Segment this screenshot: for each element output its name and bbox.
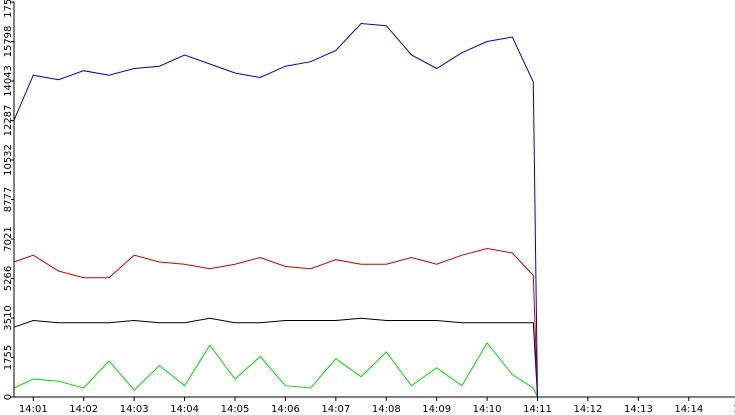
x-tick-label: 14:10 xyxy=(473,404,502,415)
series-line-1 xyxy=(13,22,538,398)
x-tick-label: 14:09 xyxy=(422,404,451,415)
x-tick-label: 14:05 xyxy=(221,404,250,415)
x-tick-label: 14:13 xyxy=(624,404,653,415)
y-tick-label: 7021 xyxy=(3,226,14,251)
x-tick-label: 14:12 xyxy=(573,404,602,415)
y-tick-label: 8777 xyxy=(3,187,14,212)
x-tick-label: 14:07 xyxy=(321,404,350,415)
y-tick-label: 0 xyxy=(3,394,14,400)
x-tick-label: 14:02 xyxy=(69,404,98,415)
x-tick-label: 14:08 xyxy=(372,404,401,415)
x-tick-label: 14:11 xyxy=(523,404,552,415)
x-tick-label: 14:06 xyxy=(271,404,300,415)
y-tick-label: 12287 xyxy=(3,105,14,137)
series-layer xyxy=(13,22,538,398)
x-tick-label: 14:03 xyxy=(120,404,149,415)
x-tick-label: 14:04 xyxy=(170,404,199,415)
y-axis-ticks: 0 1755 3510 5266 7021 8777 10532 12287 14043 1579… xyxy=(3,0,14,400)
y-tick-label: 15798 xyxy=(3,26,14,58)
x-tick-label: 14 xyxy=(733,404,735,415)
y-tick-label: 10532 xyxy=(3,144,14,176)
series-line-3 xyxy=(13,317,538,398)
x-tick-label: 14:01 xyxy=(19,404,48,415)
x-tick-label: 14:14 xyxy=(674,404,703,415)
y-tick-label: 5266 xyxy=(3,266,14,291)
y-tick-label: 17554 xyxy=(3,0,14,18)
series-line-4 xyxy=(13,342,538,398)
y-tick-label: 14043 xyxy=(3,65,14,97)
x-axis-ticks: 14:01 14:02 14:03 14:04 14:05 14:06 14:07 14:08… xyxy=(19,397,735,415)
y-tick-label: 3510 xyxy=(3,305,14,330)
y-tick-label: 1755 xyxy=(3,345,14,370)
series-line-2 xyxy=(13,247,538,398)
